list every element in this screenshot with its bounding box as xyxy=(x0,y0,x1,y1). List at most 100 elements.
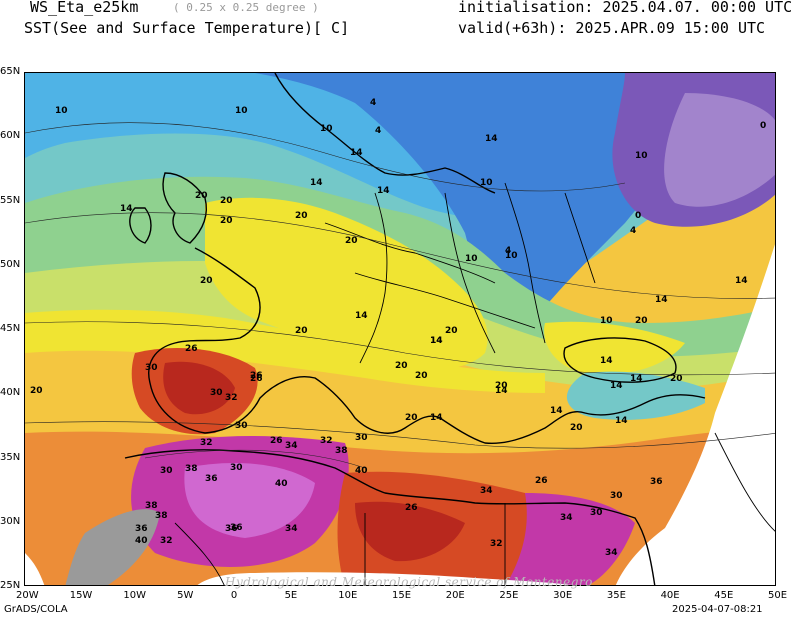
contour-label: 30 xyxy=(230,463,243,473)
variable-title: SST(See and Surface Temperature)[ C] xyxy=(24,19,350,37)
contour-label: 32 xyxy=(160,536,173,546)
coastlines xyxy=(124,73,706,585)
lon-tick-label: 15W xyxy=(69,590,93,601)
contour-label: 30 xyxy=(145,363,158,373)
contour-label: 10 xyxy=(600,316,613,326)
contour-label: 20 xyxy=(220,216,233,226)
contour-label: 20 xyxy=(30,386,43,396)
contour-label: 20 xyxy=(195,191,208,201)
contour-label: 10 xyxy=(465,254,478,264)
contour-label: 14 xyxy=(120,204,133,214)
contour-label: 20 xyxy=(570,423,583,433)
zone-0-inner xyxy=(664,93,775,207)
zone-40-maghreb xyxy=(184,463,315,538)
lat-tick-label: 55N xyxy=(0,194,21,206)
no-data-sw xyxy=(25,553,45,585)
contour-label: 26 xyxy=(185,344,198,354)
lon-tick-label: 25E xyxy=(499,590,519,601)
contour-label: 14 xyxy=(485,134,498,144)
contour-label: 40 xyxy=(275,479,288,489)
sst-map: 4 10 10 10 14 14 10 4 10 0 14 20 20 14 0 4 14 20 20 20 20 20 1… xyxy=(24,72,776,586)
contour-label: 14 xyxy=(610,381,623,391)
contour-label: 14 xyxy=(377,186,390,196)
lat-tick-label: 60N xyxy=(0,130,21,142)
contour-label: 32 xyxy=(490,539,503,549)
north-africa-coast xyxy=(124,449,656,585)
watermark: Hydrological and Meteorological service … xyxy=(225,575,593,589)
zone-desert-grey xyxy=(65,509,160,585)
contour-label: 36 xyxy=(135,524,148,534)
contour-label: 30 xyxy=(160,466,173,476)
contour-label: 34 xyxy=(285,441,298,451)
contour-label: 20 xyxy=(295,211,308,221)
contour-label: 14 xyxy=(655,295,668,305)
lon-tick-label: 50E xyxy=(768,590,788,601)
contour-label: 38 xyxy=(185,464,198,474)
contour-label: 14 xyxy=(615,416,628,426)
contour-label: 26 xyxy=(535,476,548,486)
zone-20-land xyxy=(205,197,488,370)
contour-label: 14 xyxy=(495,386,508,396)
lon-tick-label: 35E xyxy=(606,590,626,601)
contour-label: 26 xyxy=(270,436,283,446)
lon-tick-label: 10E xyxy=(338,590,358,601)
contour-label: 10 xyxy=(505,251,518,261)
contour-label: 34 xyxy=(480,486,493,496)
zone-20-blacksea xyxy=(544,321,685,375)
resolution-note: ( 0.25 x 0.25 degree ) xyxy=(173,1,319,14)
zone-20-band xyxy=(25,309,545,393)
contour-label: 0 xyxy=(760,121,766,131)
contour-label: 14 xyxy=(735,276,748,286)
contour-label: 14 xyxy=(310,178,323,188)
lat-tick-label: 45N xyxy=(0,323,21,334)
lon-tick-label: 30E xyxy=(553,590,573,601)
lat-tick-label: 25N xyxy=(0,580,21,591)
contour-label: 38 xyxy=(145,501,158,511)
contour-label: 10 xyxy=(480,178,493,188)
contour-label: 40 xyxy=(355,466,368,476)
lon-tick-label: 5E xyxy=(284,590,298,601)
contour-label: 20 xyxy=(495,381,508,391)
contour-label: 34 xyxy=(560,513,573,523)
contour-label: 14 xyxy=(430,336,443,346)
contour-label: 20 xyxy=(670,374,683,384)
britain-coast xyxy=(162,172,207,244)
contour-label: 4 xyxy=(370,98,376,108)
software-credit: GrADS/COLA xyxy=(4,604,68,615)
lon-tick-label: 5W xyxy=(177,590,194,601)
render-timestamp: 2025-04-07-08:21 xyxy=(672,604,763,615)
contour-label: 32 xyxy=(200,438,213,448)
contour-label: 34 xyxy=(285,524,298,534)
contour-label: 10 xyxy=(235,106,248,116)
contour-label: 20 xyxy=(445,326,458,336)
black-sea-coast xyxy=(563,337,677,383)
contour-label: 38 xyxy=(155,511,168,521)
contour-label: 34 xyxy=(605,548,618,558)
lon-tick-label: 10W xyxy=(123,590,147,601)
contour-label: 26 xyxy=(250,371,263,381)
contour-label: 20 xyxy=(635,316,648,326)
contour-label: 38 xyxy=(335,446,348,456)
contour-label: 26 xyxy=(405,503,418,513)
lon-tick-label: 20W xyxy=(16,590,39,601)
contour-label: 32 xyxy=(225,393,238,403)
contour-label: 20 xyxy=(200,276,213,286)
contour-label: 4 xyxy=(505,246,511,256)
contour-label: 14 xyxy=(550,406,563,416)
contour-label: 30 xyxy=(590,508,603,518)
contour-label: 36 xyxy=(230,523,243,533)
lat-tick-label: 50N xyxy=(0,258,21,270)
contour-label: 30 xyxy=(210,388,223,398)
lon-tick-label: 45E xyxy=(714,590,734,601)
ireland-coast xyxy=(129,207,152,244)
zone-32-iberia xyxy=(163,361,235,415)
contour-label: 20 xyxy=(295,326,308,336)
contour-label: 36 xyxy=(205,474,218,484)
isolines xyxy=(25,122,775,469)
initialisation-time: initialisation: 2025.04.07. 00:00 UTC xyxy=(458,0,793,16)
contour-label: 14 xyxy=(355,311,368,321)
model-name: WS_Eta_e25km xyxy=(30,0,139,16)
contour-label: 40 xyxy=(135,536,148,546)
contour-label: 10 xyxy=(635,151,648,161)
lat-tick-label: 35N xyxy=(0,451,21,463)
